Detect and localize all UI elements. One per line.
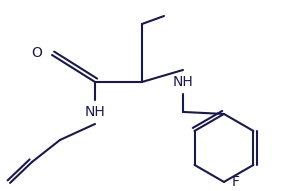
Text: F: F [232,175,240,189]
Text: NH: NH [173,75,193,89]
Text: NH: NH [85,105,105,119]
Text: O: O [31,46,42,60]
